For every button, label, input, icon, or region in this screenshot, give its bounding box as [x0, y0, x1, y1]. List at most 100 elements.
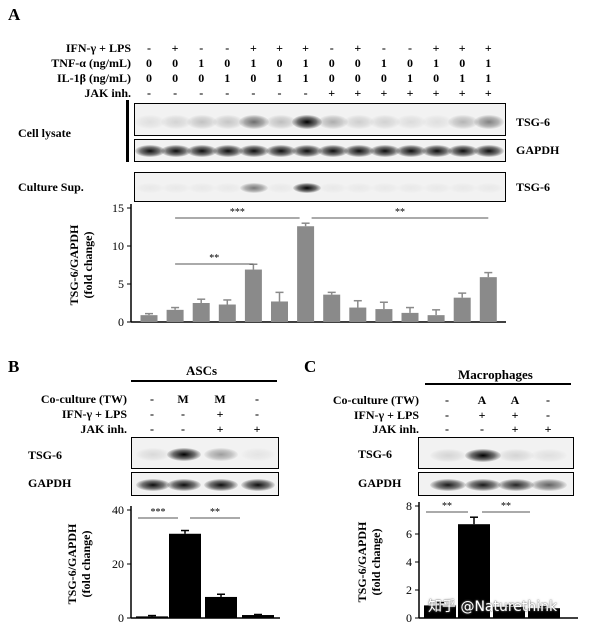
gapdh-band	[241, 479, 275, 491]
y-tick-label: 5	[118, 277, 124, 291]
blot-c-tsg6	[418, 437, 574, 469]
panelA-condition-cell: +	[432, 86, 440, 100]
y-tick-label: 20	[112, 557, 124, 571]
panelA-condition-cell: +	[249, 41, 257, 55]
bar	[271, 301, 288, 322]
panelA-condition-cell: 0	[328, 56, 335, 70]
tsg6-sup-band	[318, 183, 347, 193]
panelA-condition-cell: 1	[302, 71, 309, 85]
panelA-condition-cell: -	[147, 86, 151, 100]
panelA-condition-cell: +	[484, 41, 492, 55]
blot-a-tsg6-sup	[134, 172, 506, 202]
panelA-condition-cell: 1	[198, 56, 205, 70]
panelB-condition-cell: +	[216, 422, 224, 436]
panelA-condition-label: IFN-γ + LPS	[65, 41, 131, 55]
panelB-condition-cell: -	[181, 422, 185, 436]
y-tick-label: 4	[406, 555, 412, 569]
tsg6-band	[317, 115, 348, 129]
tsg6-band	[204, 447, 238, 461]
panelB-condition-cell: -	[150, 392, 154, 406]
panelC-condition-cell: +	[511, 422, 519, 436]
panelA-condition-cell: 0	[380, 71, 387, 85]
panelC-condition-label: JAK inh.	[372, 422, 419, 436]
panelC-condition-cell: -	[445, 422, 449, 436]
blot-a-gapdh	[134, 139, 506, 162]
tsg6-band	[167, 447, 201, 461]
cell-lysate-bracket	[126, 100, 129, 162]
panelA-condition-cell: +	[406, 86, 414, 100]
y-tick-label: 0	[118, 611, 124, 625]
tsg6-sup-band	[475, 183, 504, 193]
panelA-condition-cell: 1	[407, 71, 413, 85]
panelA-condition-cell: 1	[380, 56, 387, 70]
panelA-condition-cell: +	[380, 86, 388, 100]
significance-line-label: **	[209, 253, 219, 264]
gapdh-band	[343, 145, 374, 157]
panelA-condition-cell: -	[303, 86, 308, 100]
tsg6-band	[291, 115, 322, 129]
panelA-condition-cell: 1	[485, 71, 492, 85]
panelA-condition-cell: -	[277, 86, 282, 100]
y-axis-label: TSG-6/GAPDH	[67, 224, 81, 305]
panelB-condition-label: IFN-γ + LPS	[61, 407, 127, 421]
gapdh-band	[135, 145, 165, 157]
gapdh-band	[239, 145, 270, 157]
panelB-condition-cell: +	[216, 407, 224, 421]
tsg6-sup-band	[266, 183, 295, 193]
y-axis-label: TSG-6/GAPDH	[355, 521, 369, 602]
panelC-condition-label: IFN-γ + LPS	[353, 407, 419, 422]
tsg6-sup-label: TSG-6	[516, 180, 551, 194]
gapdh-band	[396, 145, 426, 157]
panelA-condition-cell: 0	[146, 56, 152, 70]
panelA-condition-cell: +	[432, 41, 440, 55]
panelA-condition-cell: 0	[276, 56, 283, 70]
gapdh-band	[448, 145, 479, 157]
tsg6-band	[448, 115, 479, 129]
panelB-condition-cell: M	[214, 392, 226, 406]
blot-b-tsg6	[131, 437, 279, 469]
panelA-condition-cell: -	[199, 86, 204, 100]
bar	[401, 312, 419, 322]
gapdh-band	[474, 145, 505, 157]
panelC-condition-cell: A	[510, 393, 520, 407]
blot-a-tsg6-lysate	[134, 103, 506, 136]
tsg6-sup-band	[292, 183, 321, 193]
bar	[192, 303, 210, 322]
panelA-condition-label: TNF-α (ng/mL)	[51, 56, 131, 70]
panelB-condition-cell: M	[177, 392, 189, 406]
panelA-condition-cell: 0	[354, 56, 361, 70]
panelC-condition-cell: A	[477, 393, 487, 407]
panelA-condition-cell: -	[251, 86, 256, 100]
panelA-condition-cell: +	[328, 86, 336, 100]
y-tick-label: 2	[406, 583, 412, 597]
bar	[427, 315, 445, 322]
significance-line-label: ***	[151, 507, 166, 518]
gapdh-band	[213, 145, 244, 157]
bar	[242, 615, 274, 618]
gapdh-band	[291, 145, 322, 157]
tsg6-sup-band	[344, 183, 373, 193]
panelA-condition-cell: -	[329, 41, 334, 55]
gapdh-band	[430, 479, 466, 491]
significance-line-label: ***	[230, 207, 245, 218]
panel-b-title-rule	[131, 380, 277, 382]
panelA-condition-cell: 0	[250, 71, 257, 85]
blot-c-gapdh	[418, 472, 574, 496]
culture-sup-label: Culture Sup.	[18, 180, 84, 194]
panelA-condition-cell: -	[225, 86, 230, 100]
gapdh-band	[465, 479, 501, 491]
tsg6-band	[241, 447, 275, 461]
blot-b-gapdh	[131, 472, 279, 496]
bar	[218, 304, 236, 322]
panelA-condition-cell: -	[381, 41, 386, 55]
panelA-condition-cell: 0	[198, 71, 205, 85]
panelC-condition-cell: -	[546, 407, 550, 422]
panelA-condition-cell: -	[147, 41, 151, 55]
significance-line-label: **	[395, 207, 405, 218]
bar	[140, 315, 158, 322]
panelC-condition-cell: +	[478, 407, 486, 422]
panel-c-title-rule	[425, 383, 571, 385]
panelA-condition-cell: 1	[224, 71, 231, 85]
